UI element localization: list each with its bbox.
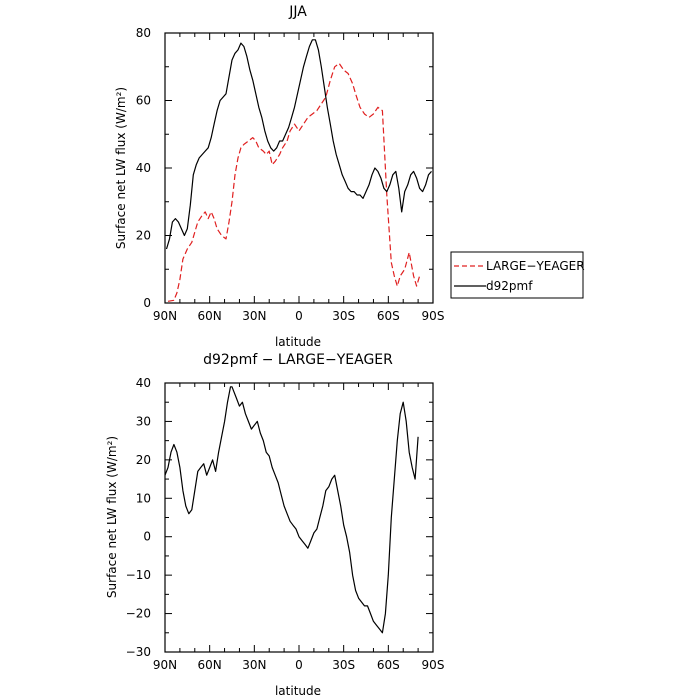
chart-top-xtick-label: 30S <box>332 309 355 323</box>
chart-top-lines <box>165 39 432 302</box>
chart-bottom: d92pmf − LARGE−YEAGER 90N 60N 30N 0 30S 60S 90… <box>105 352 444 698</box>
chart-bottom-lines <box>164 386 419 634</box>
chart-top-ytick-label: 60 <box>136 94 151 108</box>
chart-bottom-ytick-label: 30 <box>136 414 151 428</box>
chart-top-xtick-label: 90N <box>153 309 177 323</box>
chart-top-legend: LARGE−YEAGER d92pmf <box>450 251 585 299</box>
chart-bottom-xtick-label: 30N <box>242 658 266 672</box>
chart-top-xtick-label: 60S <box>377 309 400 323</box>
chart-top-axes: 90N 60N 30N 0 30S 60S 90S 0 20 40 60 80 <box>136 26 445 323</box>
chart-top-xtick-label: 90S <box>422 309 445 323</box>
chart-top-ytick-label: 40 <box>136 161 151 175</box>
chart-bottom-xtick-label: 60N <box>198 658 222 672</box>
chart-bottom-ytick-label: −30 <box>126 645 151 659</box>
chart-top-ylabel: Surface net LW flux (W/m²) <box>114 87 128 249</box>
legend-box <box>450 251 584 299</box>
chart-bottom-ytick-label: 0 <box>143 530 151 544</box>
chart-bottom-xtick-label: 90S <box>422 658 445 672</box>
chart-bottom-ytick-label: −20 <box>126 607 151 621</box>
chart-top-ytick-label: 0 <box>143 296 151 310</box>
chart-bottom-ytick-label: 10 <box>136 491 151 505</box>
chart-top-xlabel: latitude <box>275 335 321 349</box>
chart-bottom-series-diff-line <box>164 386 419 634</box>
chart-bottom-ylabel: Surface net LW flux (W/m²) <box>105 436 119 598</box>
chart-bottom-xtick-label: 30S <box>332 658 355 672</box>
chart-top: JJA 90N 60N 30N 0 30S 60S 90S 0 20 40 60 80 latitud… <box>114 4 444 349</box>
chart-top-ytick-label: 80 <box>136 26 151 40</box>
chart-bottom-xtick-label: 90N <box>153 658 177 672</box>
legend-label-large-yeager: LARGE−YEAGER <box>486 259 585 273</box>
chart-top-xtick-label: 0 <box>295 309 303 323</box>
chart-bottom-ytick-label: −10 <box>126 568 151 582</box>
chart-top-ytick-label: 20 <box>136 229 151 243</box>
chart-top-series-d92pmf-line <box>165 39 432 250</box>
chart-top-xtick-label: 60N <box>198 309 222 323</box>
chart-top-series-large-yeager-line <box>167 62 421 302</box>
chart-bottom-ytick-label: 20 <box>136 453 151 467</box>
chart-top-xtick-label: 30N <box>242 309 266 323</box>
chart-bottom-frame <box>164 382 434 653</box>
chart-top-frame <box>164 32 434 304</box>
chart-bottom-xtick-label: 0 <box>295 658 303 672</box>
chart-bottom-title: d92pmf − LARGE−YEAGER <box>203 352 393 368</box>
chart-bottom-axes: 90N 60N 30N 0 30S 60S 90S −30 −20 −10 0 10 20 30 40 <box>126 376 445 672</box>
chart-bottom-ytick-label: 40 <box>136 376 151 390</box>
legend-label-d92pmf: d92pmf <box>486 279 533 293</box>
chart-top-title: JJA <box>288 4 307 20</box>
chart-bottom-xtick-label: 60S <box>377 658 400 672</box>
chart-bottom-xlabel: latitude <box>275 684 321 698</box>
